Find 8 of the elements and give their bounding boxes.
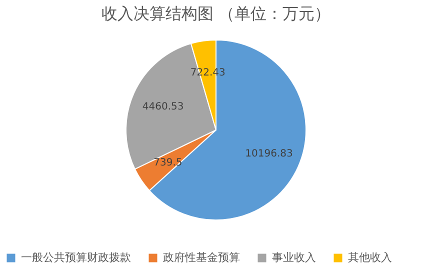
legend-label: 事业收入 <box>272 251 316 264</box>
data-label: 722.43 <box>190 68 226 79</box>
data-label: 10196.83 <box>245 148 293 160</box>
legend-label: 政府性基金预算 <box>163 251 240 264</box>
legend-label: 一般公共预算财政拨款 <box>21 251 131 264</box>
data-label: 4460.53 <box>142 101 184 112</box>
chart-title: 收入决算结构图 （单位：万元） <box>101 4 331 23</box>
legend-label: 其他收入 <box>348 251 392 264</box>
